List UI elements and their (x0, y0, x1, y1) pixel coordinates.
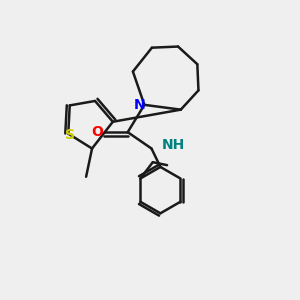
Text: O: O (92, 125, 103, 139)
Text: N: N (134, 98, 146, 112)
Text: S: S (65, 128, 75, 142)
Text: NH: NH (162, 138, 185, 152)
